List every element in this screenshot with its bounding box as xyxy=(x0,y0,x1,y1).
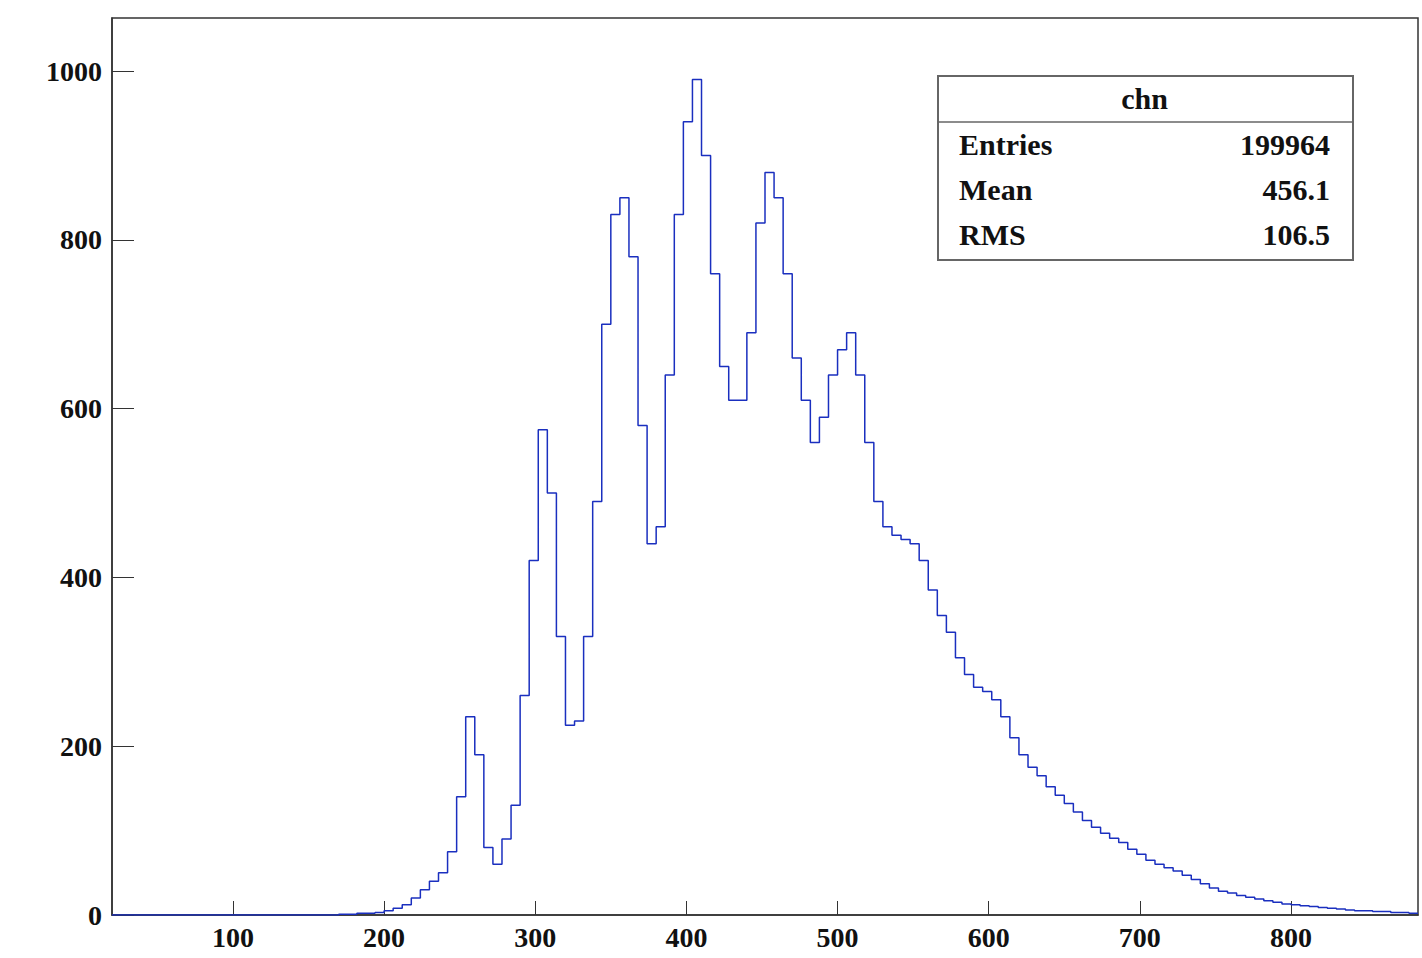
svg-text:400: 400 xyxy=(60,562,102,593)
svg-text:Entries: Entries xyxy=(959,128,1052,161)
svg-text:800: 800 xyxy=(60,224,102,255)
svg-text:Mean: Mean xyxy=(959,173,1033,206)
svg-text:200: 200 xyxy=(60,731,102,762)
svg-text:RMS: RMS xyxy=(959,218,1026,251)
svg-text:700: 700 xyxy=(1119,922,1161,953)
svg-text:400: 400 xyxy=(665,922,707,953)
svg-text:chn: chn xyxy=(1121,82,1168,115)
svg-text:1000: 1000 xyxy=(46,56,102,87)
svg-text:200: 200 xyxy=(363,922,405,953)
svg-text:456.1: 456.1 xyxy=(1263,173,1331,206)
svg-text:500: 500 xyxy=(817,922,859,953)
svg-text:300: 300 xyxy=(514,922,556,953)
svg-text:106.5: 106.5 xyxy=(1263,218,1331,251)
svg-text:600: 600 xyxy=(968,922,1010,953)
svg-text:0: 0 xyxy=(88,900,102,931)
svg-text:199964: 199964 xyxy=(1240,128,1330,161)
svg-text:100: 100 xyxy=(212,922,254,953)
svg-text:600: 600 xyxy=(60,393,102,424)
svg-text:800: 800 xyxy=(1270,922,1312,953)
